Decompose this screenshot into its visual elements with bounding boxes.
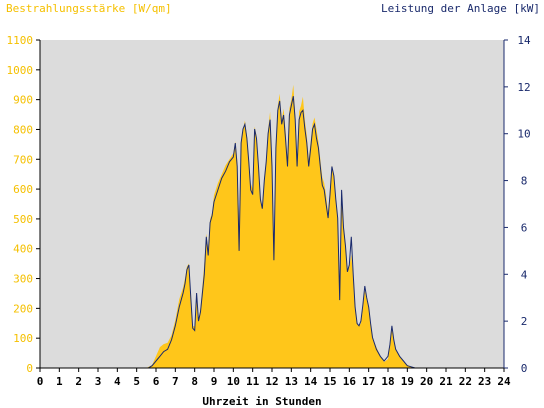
right-axis-title: Leistung der Anlage [kW] bbox=[381, 2, 540, 15]
x-tick-label: 20 bbox=[420, 375, 433, 388]
x-tick-label: 6 bbox=[153, 375, 160, 388]
irradiance-area bbox=[40, 84, 504, 368]
right-axis-ticks: 0 2 4 6 8 10 12 14 bbox=[504, 34, 531, 375]
left-tick-label: 200 bbox=[13, 302, 33, 315]
left-tick-label: 400 bbox=[13, 243, 33, 256]
x-tick-label: 17 bbox=[362, 375, 375, 388]
x-tick-label: 15 bbox=[323, 375, 336, 388]
right-tick-label: 0 bbox=[521, 362, 528, 375]
x-tick-label: 21 bbox=[439, 375, 453, 388]
x-tick-label: 9 bbox=[211, 375, 218, 388]
left-tick-label: 1000 bbox=[7, 64, 34, 77]
x-axis-label: Uhrzeit in Stunden bbox=[202, 395, 321, 408]
x-tick-label: 14 bbox=[304, 375, 318, 388]
x-tick-label: 5 bbox=[133, 375, 140, 388]
left-tick-label: 600 bbox=[13, 183, 33, 196]
x-tick-label: 18 bbox=[381, 375, 394, 388]
x-tick-label: 19 bbox=[401, 375, 414, 388]
power-line bbox=[40, 96, 504, 369]
x-tick-label: 13 bbox=[285, 375, 298, 388]
right-tick-label: 4 bbox=[521, 268, 528, 281]
right-tick-label: 2 bbox=[521, 315, 528, 328]
x-tick-label: 7 bbox=[172, 375, 179, 388]
x-axis-ticks: 0 1 2 3 4 5 6 7 8 9 10 11 12 13 14 15 16 17 18 19 20 21 22 23 24 bbox=[37, 368, 511, 388]
left-tick-label: 700 bbox=[13, 153, 33, 166]
left-tick-label: 100 bbox=[13, 332, 33, 345]
left-tick-label: 300 bbox=[13, 273, 33, 286]
left-tick-label: 1100 bbox=[7, 34, 34, 47]
right-tick-label: 12 bbox=[517, 81, 530, 94]
right-tick-label: 10 bbox=[517, 128, 530, 141]
x-tick-label: 2 bbox=[75, 375, 82, 388]
right-tick-label: 8 bbox=[521, 175, 528, 188]
x-tick-label: 11 bbox=[246, 375, 260, 388]
left-tick-label: 900 bbox=[13, 94, 33, 107]
left-tick-label: 0 bbox=[26, 362, 33, 375]
x-tick-label: 12 bbox=[265, 375, 278, 388]
x-tick-label: 4 bbox=[114, 375, 121, 388]
right-tick-label: 6 bbox=[521, 221, 528, 234]
x-tick-label: 24 bbox=[497, 375, 511, 388]
left-tick-label: 800 bbox=[13, 123, 33, 136]
x-tick-label: 16 bbox=[343, 375, 357, 388]
irradiance-area-layer bbox=[40, 84, 504, 368]
power-line-layer bbox=[40, 96, 504, 369]
x-tick-label: 3 bbox=[95, 375, 102, 388]
x-tick-label: 10 bbox=[227, 375, 240, 388]
left-tick-label: 500 bbox=[13, 213, 33, 226]
x-tick-label: 22 bbox=[459, 375, 472, 388]
x-tick-label: 23 bbox=[478, 375, 491, 388]
left-axis-ticks: 0 100 200 300 400 500 600 700 800 900 1000 1100 bbox=[7, 34, 40, 375]
x-tick-label: 1 bbox=[56, 375, 63, 388]
left-axis-title: Bestrahlungsstärke [W/qm] bbox=[6, 2, 172, 15]
x-tick-label: 0 bbox=[37, 375, 44, 388]
x-tick-label: 8 bbox=[191, 375, 198, 388]
right-tick-label: 14 bbox=[517, 34, 531, 47]
